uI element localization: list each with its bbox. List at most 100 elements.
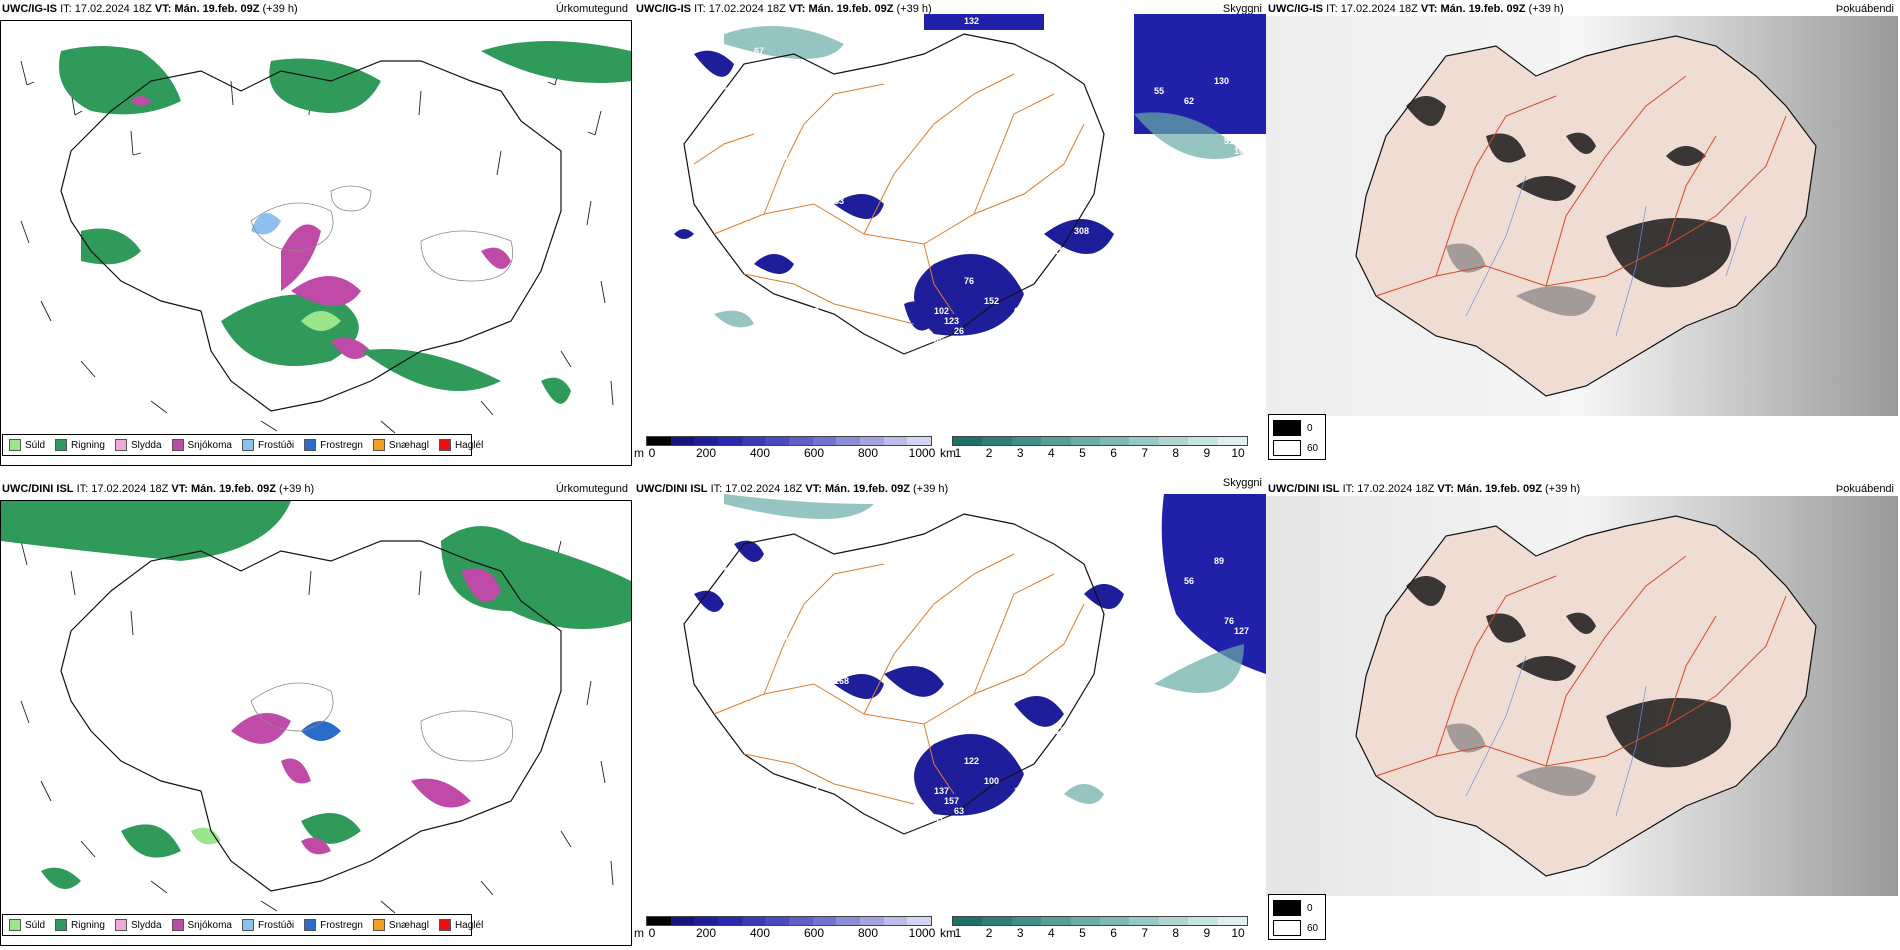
cloud-base-value: 145: [784, 636, 799, 646]
legend-item: Frostúði: [241, 439, 295, 451]
cloud-base-value: 53: [834, 196, 844, 206]
colorbar-segment: [1129, 437, 1159, 445]
legend-swatch: [372, 919, 385, 931]
cloud-base-value: 87: [1044, 276, 1054, 286]
cloud-base-value: 106: [1074, 186, 1089, 196]
cloud-base-value: 123: [944, 316, 959, 326]
map-canvas: [1266, 496, 1898, 896]
legend-label: Haglél: [454, 919, 484, 931]
legend-label: Rigning: [71, 439, 105, 451]
cloud-base-value: 133: [884, 206, 899, 216]
legend-swatch: [304, 439, 317, 451]
legend-swatch: [304, 919, 317, 931]
colorbar-ticks: 0 200 400 600 800 1000: [634, 446, 936, 460]
fog-swatch-high: [1273, 440, 1301, 456]
map-fog: [1266, 16, 1898, 416]
colorbar-segment: [717, 917, 742, 925]
colorbar-tick-label: 1: [954, 926, 962, 940]
vt-value: Mán. 19.feb. 09Z: [190, 483, 276, 495]
model-name: UWC/IG-IS: [2, 3, 57, 15]
fog-swatch-high: [1273, 920, 1301, 936]
colorbar-segment: [982, 437, 1012, 445]
panel-title: Úrkomutegund: [555, 3, 628, 15]
colorbar-tick-label: 9: [1203, 446, 1211, 460]
legend-label: Frostúði: [257, 919, 295, 931]
legend-item: Rigning: [55, 919, 105, 931]
vt-value: Mán. 19.feb. 09Z: [174, 3, 260, 15]
colorbar-segment: [1041, 437, 1071, 445]
colorbar-segment: [647, 437, 671, 445]
colorbar-segment: [982, 917, 1012, 925]
colorbar-segment: [859, 437, 884, 445]
it-value: 17.02.2024 18Z: [91, 483, 169, 495]
colorbar-tick-label: 5: [1079, 926, 1086, 940]
panel-meta: UWC/DINI ISL IT: 17.02.2024 18Z VT: Mán.…: [1268, 480, 1580, 498]
visibility-areas: [714, 26, 1244, 328]
colorbar-segment: [883, 437, 908, 445]
colorbar-segment: [812, 917, 837, 925]
cloud-base-value: 95: [724, 566, 734, 576]
legend-label: Haglél: [454, 439, 484, 451]
fog-patches: [1406, 576, 1731, 768]
it-label: IT:: [694, 3, 706, 15]
colorbar-tick-label: 600: [803, 926, 825, 940]
lead-time: (+39 h): [1545, 483, 1581, 495]
colorbar-tick-label: 7: [1141, 926, 1148, 940]
colorbar-segment: [788, 437, 813, 445]
visibility-colorbar: km 1 2 3 4 5 6 7 8 9 10: [940, 436, 1250, 462]
colorbar-segment: [836, 917, 860, 925]
panel-title: Skyggni: [1222, 3, 1262, 15]
colorbar-segment: [1188, 917, 1218, 925]
vt-label: VT:: [1437, 483, 1454, 495]
vt-value: Mán. 19.feb. 09Z: [808, 3, 894, 15]
colorbar-strip: [952, 436, 1248, 446]
legend-swatch: [438, 439, 451, 451]
panel-title: Þokuábendi: [1835, 3, 1894, 15]
colorbar-strip: [646, 436, 932, 446]
legend-label: Snæhagl: [388, 919, 429, 931]
colorbar-segment: [859, 917, 884, 925]
legend-item: Slydda: [114, 919, 162, 931]
precip-areas: [1, 501, 631, 889]
it-value: 17.02.2024 18Z: [708, 3, 786, 15]
colorbar-segment: [1011, 917, 1042, 925]
panel-header: UWC/DINI ISL IT: 17.02.2024 18Z VT: Mán.…: [0, 480, 632, 500]
colorbar-tick-label: 2: [985, 446, 993, 460]
fog-greys: [1446, 243, 1596, 316]
cloud-base-value: 107: [964, 496, 979, 506]
colorbar-ticks: 1 2 3 4 5 6 7 8 9 10: [940, 446, 1246, 460]
colorbar-tick-label: 200: [695, 446, 717, 460]
precip-type-legend: Súld Rigning Slydda Snjókoma Frostúði Frostre…: [2, 914, 483, 936]
colorbar-segment: [1217, 437, 1247, 445]
legend-swatch: [55, 439, 68, 451]
cloud-base-value: 101: [964, 706, 979, 716]
panel-header: UWC/DINI ISL IT: 17.02.2024 18Z VT: Mán.…: [634, 477, 1266, 500]
coastline: [60, 540, 562, 892]
panel-meta: UWC/DINI ISL IT: 17.02.2024 18Z VT: Mán.…: [2, 480, 314, 498]
legend-item: Snæhagl: [372, 439, 429, 451]
colorbar-segment: [670, 437, 695, 445]
coastline: [683, 33, 1105, 355]
vt-label: VT:: [1420, 3, 1438, 15]
legend-label: Slydda: [130, 439, 162, 451]
panel-meta: UWC/DINI ISL IT: 17.02.2024 18Z VT: Mán.…: [636, 480, 948, 498]
legend-label: Frostregn: [320, 919, 363, 931]
legend-swatch: [438, 919, 451, 931]
vt-value: Mán. 19.feb. 09Z: [1440, 3, 1526, 15]
vt-label: VT:: [171, 483, 188, 495]
map-canvas: [1, 501, 631, 914]
cloud-base-value: 168: [834, 676, 849, 686]
legend-item: Haglél: [438, 919, 484, 931]
map-visibility: 132 67 32 140 102 46 53 133 183 118 97 156 308 18 87 76…: [634, 14, 1266, 434]
cloud-base-value: 213: [674, 686, 689, 696]
coastline: [683, 513, 1105, 835]
colorbar-segment: [1158, 437, 1189, 445]
cloud-base-value: 108: [1014, 786, 1029, 796]
legend-label: Frostúði: [257, 439, 295, 451]
colorbar-segment: [788, 917, 813, 925]
cloud-base-value: 122: [964, 756, 979, 766]
visibility-colorbar: km 1 2 3 4 5 6 7 8 9 10: [940, 916, 1250, 942]
model-name: UWC/IG-IS: [636, 3, 691, 15]
colorbar-segment: [907, 917, 931, 925]
colorbar-segment: [1099, 917, 1130, 925]
